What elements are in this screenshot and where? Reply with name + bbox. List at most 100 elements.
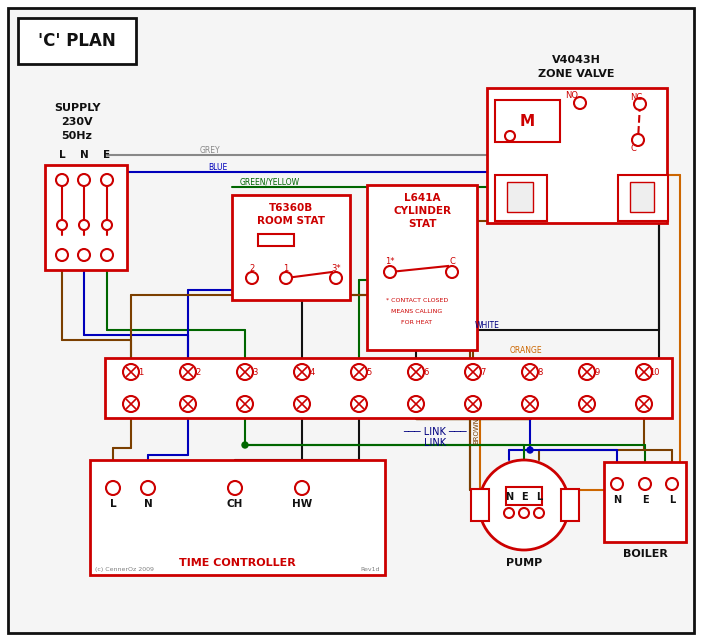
Text: ─── LINK ───: ─── LINK ─── bbox=[403, 427, 467, 437]
Circle shape bbox=[505, 131, 515, 141]
FancyBboxPatch shape bbox=[561, 489, 579, 521]
Circle shape bbox=[522, 396, 538, 412]
Circle shape bbox=[527, 447, 533, 453]
Circle shape bbox=[78, 174, 90, 186]
Circle shape bbox=[237, 396, 253, 412]
Text: CYLINDER: CYLINDER bbox=[393, 206, 451, 216]
Text: ZONE VALVE: ZONE VALVE bbox=[538, 69, 614, 79]
FancyBboxPatch shape bbox=[495, 100, 560, 142]
Text: STAT: STAT bbox=[408, 219, 436, 229]
FancyBboxPatch shape bbox=[232, 195, 350, 300]
Text: Rev1d: Rev1d bbox=[361, 567, 380, 572]
Text: 'C' PLAN: 'C' PLAN bbox=[38, 32, 116, 50]
FancyBboxPatch shape bbox=[90, 460, 385, 575]
FancyBboxPatch shape bbox=[618, 175, 668, 221]
Circle shape bbox=[666, 478, 678, 490]
Circle shape bbox=[237, 364, 253, 380]
Circle shape bbox=[123, 364, 139, 380]
FancyBboxPatch shape bbox=[8, 8, 694, 633]
Text: CH: CH bbox=[227, 499, 243, 509]
Text: SUPPLY: SUPPLY bbox=[54, 103, 100, 113]
Text: 1: 1 bbox=[138, 367, 144, 376]
Text: N: N bbox=[613, 495, 621, 505]
Text: PUMP: PUMP bbox=[506, 558, 542, 568]
Text: NO: NO bbox=[566, 90, 578, 99]
Text: FOR HEAT: FOR HEAT bbox=[402, 319, 432, 324]
Text: 230V: 230V bbox=[61, 117, 93, 127]
Text: N: N bbox=[505, 492, 513, 502]
FancyBboxPatch shape bbox=[630, 182, 654, 212]
Circle shape bbox=[639, 478, 651, 490]
Circle shape bbox=[479, 460, 569, 550]
Text: L641A: L641A bbox=[404, 193, 440, 203]
Circle shape bbox=[351, 396, 367, 412]
Circle shape bbox=[574, 97, 586, 109]
Text: T6360B: T6360B bbox=[269, 203, 313, 213]
Circle shape bbox=[384, 266, 396, 278]
Text: 2: 2 bbox=[195, 367, 201, 376]
Text: 50Hz: 50Hz bbox=[62, 131, 93, 141]
Text: WHITE: WHITE bbox=[475, 320, 500, 329]
Circle shape bbox=[246, 272, 258, 284]
Text: 5: 5 bbox=[366, 367, 371, 376]
Text: V4043H: V4043H bbox=[552, 55, 600, 65]
Circle shape bbox=[408, 396, 424, 412]
FancyBboxPatch shape bbox=[487, 88, 667, 223]
Circle shape bbox=[78, 249, 90, 261]
Text: BOILER: BOILER bbox=[623, 549, 668, 559]
Circle shape bbox=[79, 220, 89, 230]
Circle shape bbox=[632, 134, 644, 146]
Circle shape bbox=[294, 396, 310, 412]
Circle shape bbox=[446, 266, 458, 278]
Text: L: L bbox=[669, 495, 675, 505]
Circle shape bbox=[57, 220, 67, 230]
Text: LINK: LINK bbox=[424, 438, 446, 448]
Circle shape bbox=[330, 272, 342, 284]
Circle shape bbox=[611, 478, 623, 490]
Circle shape bbox=[634, 98, 646, 110]
Text: 1*: 1* bbox=[385, 256, 395, 265]
FancyBboxPatch shape bbox=[45, 165, 127, 270]
Circle shape bbox=[294, 364, 310, 380]
Text: 8: 8 bbox=[537, 367, 543, 376]
FancyBboxPatch shape bbox=[506, 487, 542, 505]
Circle shape bbox=[101, 174, 113, 186]
Circle shape bbox=[228, 481, 242, 495]
Circle shape bbox=[579, 396, 595, 412]
Circle shape bbox=[408, 364, 424, 380]
Text: E: E bbox=[642, 495, 649, 505]
Circle shape bbox=[280, 272, 292, 284]
Text: 4: 4 bbox=[310, 367, 314, 376]
FancyBboxPatch shape bbox=[18, 18, 136, 64]
Text: L: L bbox=[110, 499, 117, 509]
Circle shape bbox=[101, 249, 113, 261]
Text: N: N bbox=[79, 150, 88, 160]
FancyBboxPatch shape bbox=[367, 185, 477, 350]
Text: 3: 3 bbox=[252, 367, 258, 376]
Text: MEANS CALLING: MEANS CALLING bbox=[392, 308, 443, 313]
Text: N: N bbox=[144, 499, 152, 509]
Text: BLUE: BLUE bbox=[208, 163, 227, 172]
Circle shape bbox=[636, 364, 652, 380]
Circle shape bbox=[534, 508, 544, 518]
FancyBboxPatch shape bbox=[105, 358, 672, 418]
Circle shape bbox=[123, 396, 139, 412]
Text: GREY: GREY bbox=[200, 146, 220, 154]
Circle shape bbox=[242, 442, 248, 448]
Text: E: E bbox=[521, 492, 527, 502]
FancyBboxPatch shape bbox=[495, 175, 547, 221]
Circle shape bbox=[56, 174, 68, 186]
Circle shape bbox=[519, 508, 529, 518]
Circle shape bbox=[106, 481, 120, 495]
Text: ROOM STAT: ROOM STAT bbox=[257, 216, 325, 226]
Circle shape bbox=[180, 364, 196, 380]
Text: ORANGE: ORANGE bbox=[510, 345, 543, 354]
Circle shape bbox=[56, 249, 68, 261]
Text: GREEN/YELLOW: GREEN/YELLOW bbox=[240, 178, 300, 187]
Text: M: M bbox=[519, 113, 534, 128]
Circle shape bbox=[180, 396, 196, 412]
Text: E: E bbox=[103, 150, 110, 160]
Circle shape bbox=[579, 364, 595, 380]
Text: HW: HW bbox=[292, 499, 312, 509]
Circle shape bbox=[465, 364, 481, 380]
